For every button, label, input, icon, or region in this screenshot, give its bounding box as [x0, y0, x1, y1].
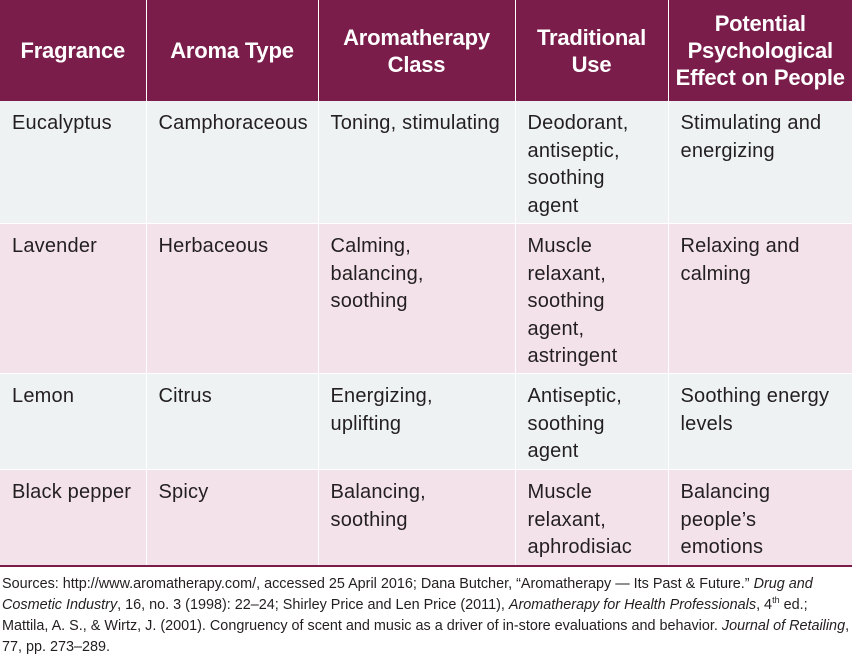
sources-text: , 4	[756, 597, 773, 613]
cell-line: energizing	[680, 139, 775, 162]
sources-text: , 77, pp. 273–289.	[2, 618, 850, 655]
cell-traditional-use: Muscle relaxant, aphrodisiac	[515, 469, 669, 566]
sources-journal-title: Drug and Cosmetic Industry	[2, 576, 813, 613]
cell-effect: Relaxing and calming	[668, 223, 852, 374]
cell-aroma-type: Citrus	[146, 373, 319, 470]
table-row: Lavender Herbaceous Calming, balancing, s…	[0, 223, 852, 374]
cell-line: agent	[527, 440, 579, 462]
header-psychological-effect: Potential Psychological Effect on People	[668, 0, 852, 101]
cell-line: aphrodisiac	[527, 536, 632, 558]
header-line: Effect on People	[675, 65, 845, 90]
table-bottom-rule	[0, 565, 852, 567]
header-line: Use	[571, 51, 612, 77]
cell-line: levels	[680, 412, 733, 435]
cell-line: soothing	[330, 290, 408, 312]
header-line: Traditional	[536, 24, 647, 50]
cell-line: Toning, stimulating	[330, 112, 500, 134]
cell-line: Relaxing and	[680, 235, 800, 257]
cell-line: uplifting	[330, 412, 402, 435]
cell-line: relaxant,	[527, 262, 607, 285]
cell-line: soothing	[527, 290, 605, 312]
cell-line: emotions	[680, 536, 764, 558]
cell-line: Stimulating and	[680, 112, 822, 134]
cell-line: relaxant,	[527, 508, 607, 531]
table-row: Lemon Citrus Energizing, uplifting Antise…	[0, 373, 852, 470]
sources-text: Sources: http://www.aromatherapy.com/, a…	[2, 576, 754, 592]
header-aromatherapy-class: Aromatherapy Class	[318, 0, 516, 101]
cell-line: Energizing,	[330, 385, 433, 407]
cell-effect: Soothing energy levels	[668, 373, 852, 470]
sources-journal-title: Journal of Retailing	[721, 618, 846, 634]
cell-line: Balancing,	[330, 481, 426, 503]
sources-text: , 16, no. 3 (1998): 22–24; Shirley Price…	[117, 597, 509, 613]
sources-book-title: Aromatherapy for Health Professionals	[508, 597, 757, 613]
cell-line: Deodorant,	[527, 112, 629, 134]
header-line: Aroma Type	[170, 38, 294, 63]
cell-line: soothing	[527, 412, 605, 435]
header-line: Aromatherapy	[343, 24, 490, 50]
cell-line: astringent	[527, 345, 618, 367]
aroma-table-container: Fragrance Aroma Type Aromatherapy Class T…	[0, 0, 852, 566]
sources-note: Sources: http://www.aromatherapy.com/, a…	[2, 574, 850, 658]
cell-aromatherapy-class: Energizing, uplifting	[318, 373, 516, 470]
sources-superscript: th	[772, 595, 780, 606]
cell-aroma-type: Camphoraceous	[146, 101, 319, 224]
aroma-table: Fragrance Aroma Type Aromatherapy Class T…	[0, 0, 852, 566]
cell-line: Antiseptic,	[527, 385, 622, 407]
cell-aromatherapy-class: Balancing, soothing	[318, 469, 516, 566]
header-traditional-use: Traditional Use	[515, 0, 669, 101]
cell-line: Muscle	[527, 235, 593, 257]
cell-aromatherapy-class: Calming, balancing, soothing	[318, 223, 516, 374]
cell-traditional-use: Deodorant, antiseptic, soothing agent	[515, 101, 669, 224]
cell-fragrance: Eucalyptus	[0, 101, 147, 224]
cell-line: antiseptic,	[527, 139, 620, 162]
cell-line: Soothing energy	[680, 385, 830, 407]
cell-fragrance: Black pepper	[0, 469, 147, 566]
cell-line: soothing	[330, 508, 408, 531]
header-line: Potential	[714, 11, 806, 36]
cell-line: agent	[527, 194, 579, 217]
header-line: Fragrance	[20, 38, 126, 63]
cell-line: soothing	[527, 167, 605, 189]
cell-fragrance: Lemon	[0, 373, 147, 470]
cell-effect: Balancing people’s emotions	[668, 469, 852, 566]
cell-aroma-type: Herbaceous	[146, 223, 319, 374]
cell-aroma-type: Spicy	[146, 469, 319, 566]
cell-fragrance: Lavender	[0, 223, 147, 374]
table-row: Black pepper Spicy Balancing, soothing Mu…	[0, 469, 852, 566]
header-aroma-type: Aroma Type	[146, 0, 319, 101]
header-fragrance: Fragrance	[0, 0, 147, 101]
header-line: Psychological	[687, 38, 834, 63]
cell-effect: Stimulating and energizing	[668, 101, 852, 224]
cell-line: Calming, balancing,	[330, 235, 424, 285]
cell-line: agent,	[527, 317, 585, 340]
sources-text: ed.; Mattila, A. S., & Wirtz, J. (2001).…	[2, 597, 808, 634]
cell-aromatherapy-class: Toning, stimulating	[318, 101, 516, 224]
cell-traditional-use: Antiseptic, soothing agent	[515, 373, 669, 470]
cell-traditional-use: Muscle relaxant, soothing agent, astringent	[515, 223, 669, 374]
cell-line: calming	[680, 262, 751, 285]
cell-line: Muscle	[527, 481, 593, 503]
table-row: Eucalyptus Camphoraceous Toning, stimula…	[0, 101, 852, 224]
header-line: Class	[387, 51, 446, 77]
cell-line: Balancing people’s	[680, 481, 771, 531]
table-header-row: Fragrance Aroma Type Aromatherapy Class T…	[0, 0, 852, 101]
